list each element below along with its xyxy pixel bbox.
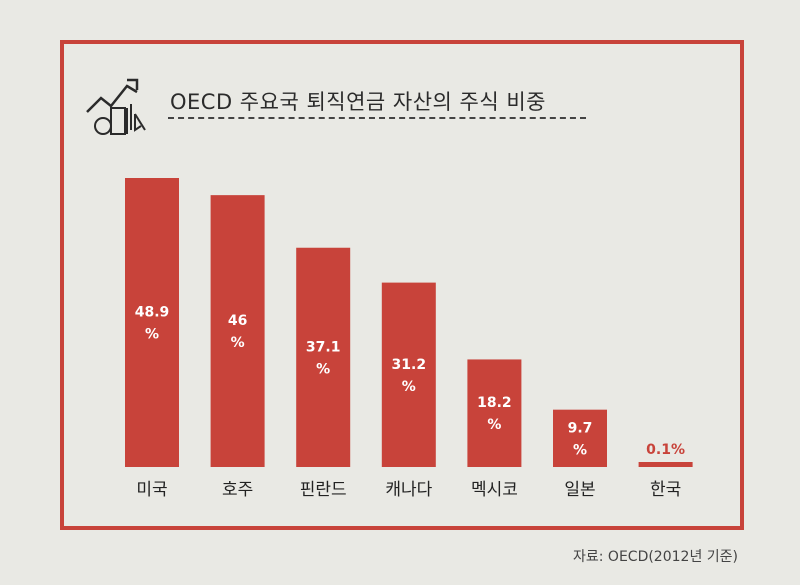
category-label-호주: 호주 [222,480,253,500]
category-label-핀란드: 핀란드 [300,480,347,500]
bar-미국 [125,178,179,467]
data-label-캐나다: 31.2% [392,357,427,395]
chart-title: OECD 주요국 퇴직연금 자산의 주식 비중 [170,90,546,114]
data-label-호주: 46% [228,313,247,351]
data-label-핀란드: 37.1% [306,339,341,377]
category-label-멕시코: 멕시코 [471,480,518,500]
bar-멕시코 [467,359,522,467]
category-label-미국: 미국 [136,480,167,500]
data-label-일본: 9.7% [568,420,593,458]
data-label-한국: 0.1% [646,442,685,458]
chart-growth-icon [86,78,146,135]
bar-핀란드 [296,247,351,467]
title-underline [168,117,586,119]
bar-한국 [638,462,693,467]
bar-캐나다 [381,282,436,467]
source-note: 자료: OECD(2012년 기준) [573,549,738,565]
chart-frame [60,40,744,530]
data-label-미국: 48.9% [135,305,170,343]
category-label-캐나다: 캐나다 [385,480,432,500]
category-label-일본: 일본 [564,480,595,500]
bar-호주 [210,195,265,468]
category-label-한국: 한국 [650,480,681,500]
bar-일본 [553,409,607,467]
data-label-멕시코: 18.2% [477,395,512,433]
